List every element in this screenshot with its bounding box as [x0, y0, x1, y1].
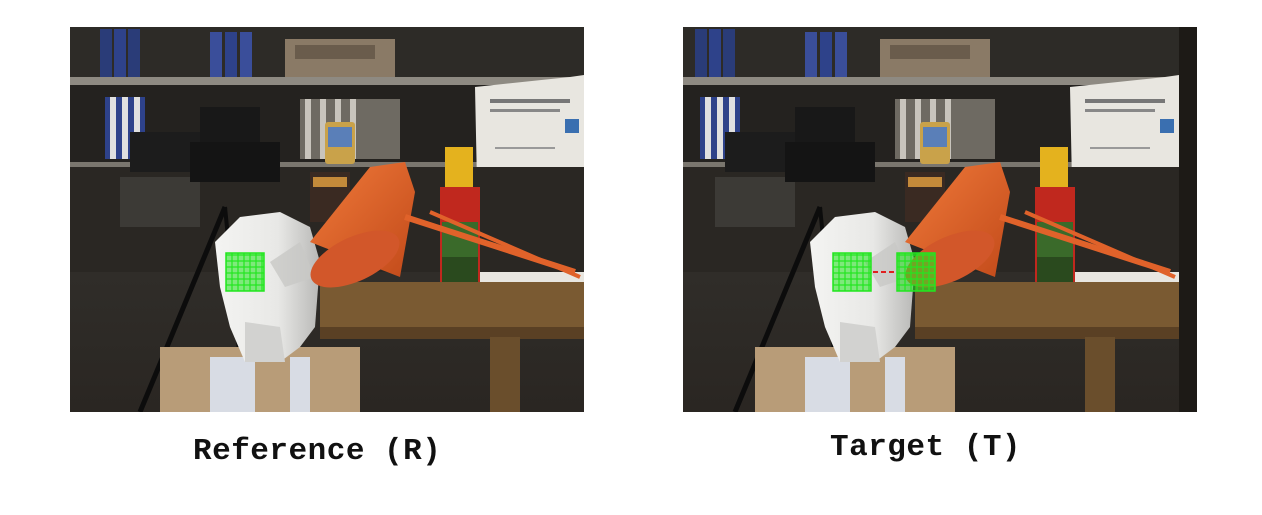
scene-photo	[683, 27, 1179, 412]
target-window-right	[896, 252, 936, 292]
reference-matching-window	[225, 252, 265, 292]
reference-caption: Reference (R)	[193, 434, 442, 469]
reference-image	[70, 27, 584, 412]
scene-photo	[70, 27, 584, 412]
target-image	[683, 27, 1197, 412]
target-caption: Target (T)	[830, 430, 1022, 465]
target-window-left	[832, 252, 872, 292]
